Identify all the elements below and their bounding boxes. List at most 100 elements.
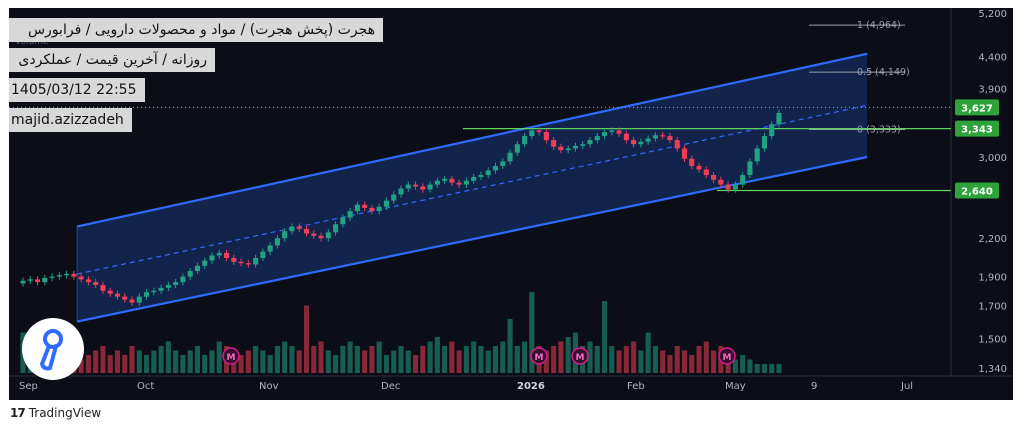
candle-body: [391, 194, 397, 201]
x-tick-label: 2026: [517, 381, 545, 392]
candle-body: [463, 180, 469, 185]
volume-bar: [144, 355, 150, 373]
volume-bar: [318, 341, 324, 373]
x-tick-label: Sep: [19, 381, 38, 392]
volume-bar: [601, 301, 608, 373]
earnings-marker-label: M: [723, 353, 732, 363]
volume-bar: [209, 350, 215, 373]
y-tick-label: 1,500: [978, 334, 1007, 345]
volume-bar: [696, 346, 702, 373]
candle-body: [100, 284, 106, 291]
candle-body: [449, 178, 455, 183]
volume-bar: [165, 341, 171, 373]
candle-body: [681, 148, 688, 159]
volume-bar: [158, 346, 164, 373]
price-level-tag-label: 2,640: [961, 186, 993, 197]
candle-body: [325, 232, 331, 239]
earnings-marker-label: M: [576, 353, 585, 363]
volume-bar: [660, 350, 666, 373]
candle-body: [747, 161, 753, 176]
volume-bar: [325, 350, 331, 373]
candle-body: [129, 299, 135, 303]
candle-body: [289, 226, 295, 232]
candle-body: [144, 292, 150, 297]
candle-body: [267, 245, 273, 252]
volume-bar: [689, 355, 695, 373]
candle-body: [456, 182, 462, 185]
candle-body: [238, 261, 244, 264]
y-tick-label: 4,400: [978, 53, 1007, 64]
volume-bar: [129, 346, 135, 373]
candle-body: [529, 130, 535, 137]
candle-body: [776, 112, 782, 125]
candle-body: [769, 124, 775, 137]
volume-bar: [442, 346, 448, 373]
volume-bar: [609, 346, 615, 373]
y-tick-label: 1,700: [978, 302, 1007, 313]
candle-body: [718, 179, 724, 185]
volume-bar: [711, 350, 717, 373]
x-tick-label: Dec: [381, 381, 400, 392]
candle-body: [405, 184, 411, 189]
volume-bar: [333, 355, 339, 373]
volume-bar: [347, 341, 353, 373]
candle-body: [71, 273, 77, 277]
brand-label[interactable]: TradingView: [28, 406, 102, 420]
candle-body: [362, 204, 368, 208]
y-tick-label: 5,200: [978, 9, 1007, 20]
candle-body: [507, 152, 513, 162]
volume-bar: [107, 355, 113, 373]
candle-body: [616, 130, 622, 134]
volume-bar: [362, 350, 368, 373]
x-tick-label: Nov: [259, 381, 279, 392]
chart-panel[interactable]: 5,200 4,400 3,900 3,000 2,200 1,900 1,700 1,500…: [9, 8, 1013, 400]
price-chart[interactable]: 5,200 4,400 3,900 3,000 2,200 1,900 1,700 1,500…: [9, 8, 1013, 400]
volume-bar: [565, 337, 571, 373]
candle-body: [471, 176, 477, 181]
candle-body: [412, 184, 419, 187]
candle-body: [376, 206, 382, 212]
volume-bar: [100, 346, 106, 373]
earnings-marker-icon: [571, 347, 589, 365]
candle-body: [572, 145, 579, 149]
volume-bar: [391, 350, 397, 373]
volume-bar: [187, 350, 193, 373]
volume-bar: [500, 341, 506, 373]
candle-body: [209, 255, 215, 261]
candle-body: [558, 146, 564, 151]
candle-body: [522, 136, 528, 145]
volume-bar: [311, 346, 317, 373]
x-tick-label: Jul: [900, 381, 913, 392]
candle-body: [303, 228, 310, 234]
volume-bar: [296, 350, 302, 373]
candle-body: [93, 282, 99, 285]
volume-bar: [769, 364, 775, 373]
x-tick-label: May: [725, 381, 746, 392]
footer: 17 TradingView: [10, 406, 101, 420]
candle-body: [652, 135, 658, 139]
volume-bar: [558, 341, 564, 373]
volume-bar: [260, 350, 266, 373]
volume-bar: [114, 350, 121, 373]
volume-bar: [471, 341, 477, 373]
candle-body: [369, 207, 375, 212]
candle-body: [667, 136, 673, 141]
volume-bar: [93, 350, 99, 373]
volume-bar: [420, 346, 426, 373]
volume-bar: [85, 355, 91, 373]
candle-body: [732, 184, 738, 190]
volume-bar: [529, 292, 535, 373]
candle-body: [253, 257, 259, 265]
datetime-label: 1405/03/12 22:55: [9, 78, 145, 102]
volume-bar: [492, 346, 499, 373]
volume-bar: [674, 346, 680, 373]
candle-body: [500, 161, 506, 166]
candle-body: [609, 130, 615, 133]
y-tick-label: 1,340: [978, 364, 1007, 375]
volume-bar: [587, 341, 593, 373]
candle-body: [49, 276, 55, 278]
volume-bar: [180, 355, 186, 373]
author-label: majid.azizzadeh: [9, 108, 132, 132]
volume-bar: [253, 346, 259, 373]
candle-body: [420, 186, 426, 190]
